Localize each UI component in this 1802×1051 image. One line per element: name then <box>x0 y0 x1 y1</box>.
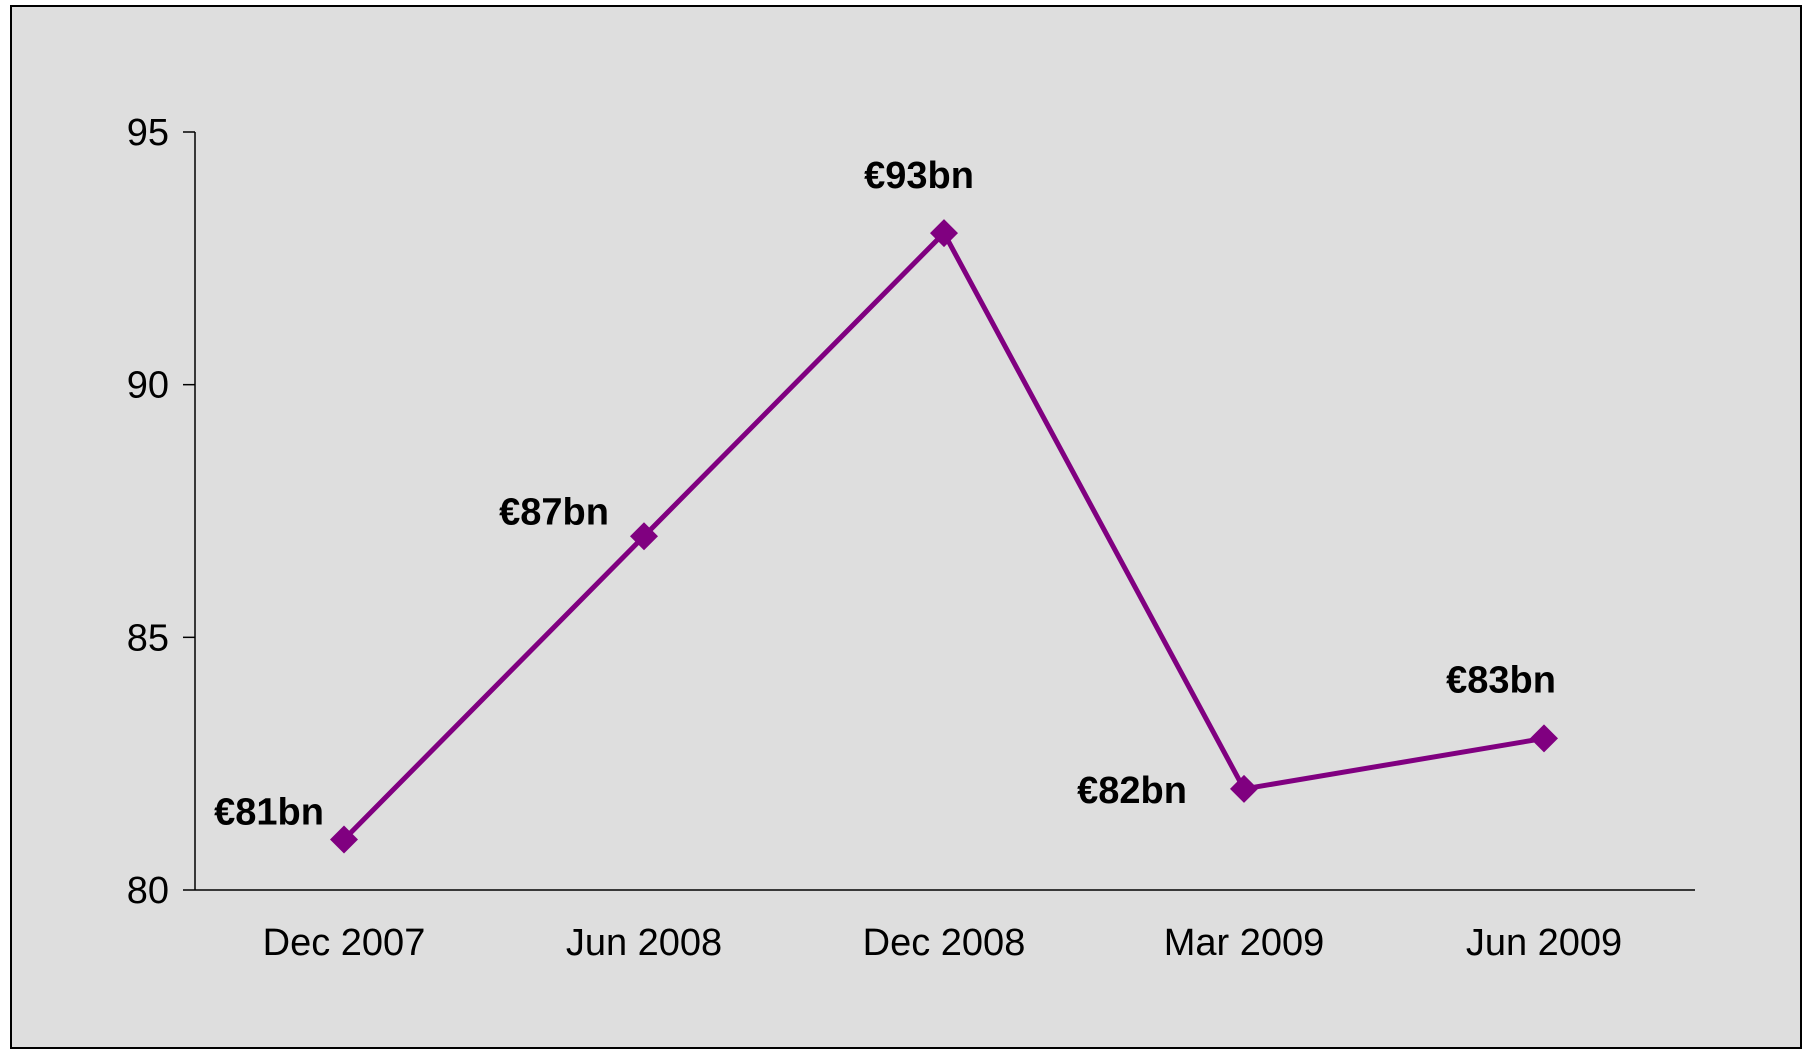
data-label: €81bn <box>214 791 324 833</box>
series-line <box>342 230 1545 842</box>
x-tick-label: Jun 2009 <box>1466 922 1622 964</box>
data-label: €83bn <box>1446 659 1556 701</box>
data-point-marker <box>330 825 358 854</box>
data-point-marker <box>930 219 958 248</box>
data-series <box>330 219 1558 854</box>
line-chart: 80 85 90 95 Dec 2007 Jun 2008 Dec 2008 Mar 2009… <box>127 112 1695 964</box>
data-point-marker <box>630 522 658 551</box>
data-label: €93bn <box>864 155 974 197</box>
x-tick-label: Dec 2007 <box>263 922 426 964</box>
data-label: €82bn <box>1077 770 1187 812</box>
y-tick-label: 95 <box>127 112 169 154</box>
y-tick-label: 85 <box>127 617 169 659</box>
x-tick-label: Dec 2008 <box>863 922 1026 964</box>
chart-area: 80 85 90 95 Dec 2007 Jun 2008 Dec 2008 Mar 2009… <box>10 5 1802 1049</box>
y-tick-label: 90 <box>127 365 169 407</box>
y-tick-label: 80 <box>127 870 169 912</box>
data-point-marker <box>1230 774 1258 803</box>
axes: 80 85 90 95 Dec 2007 Jun 2008 Dec 2008 Mar 2009… <box>127 112 1695 964</box>
data-label: €87bn <box>499 491 609 533</box>
data-labels: €81bn €87bn €93bn €82bn €83bn <box>214 155 1556 833</box>
x-tick-label: Mar 2009 <box>1164 922 1325 964</box>
x-tick-label: Jun 2008 <box>566 922 722 964</box>
data-point-marker <box>1530 724 1558 753</box>
